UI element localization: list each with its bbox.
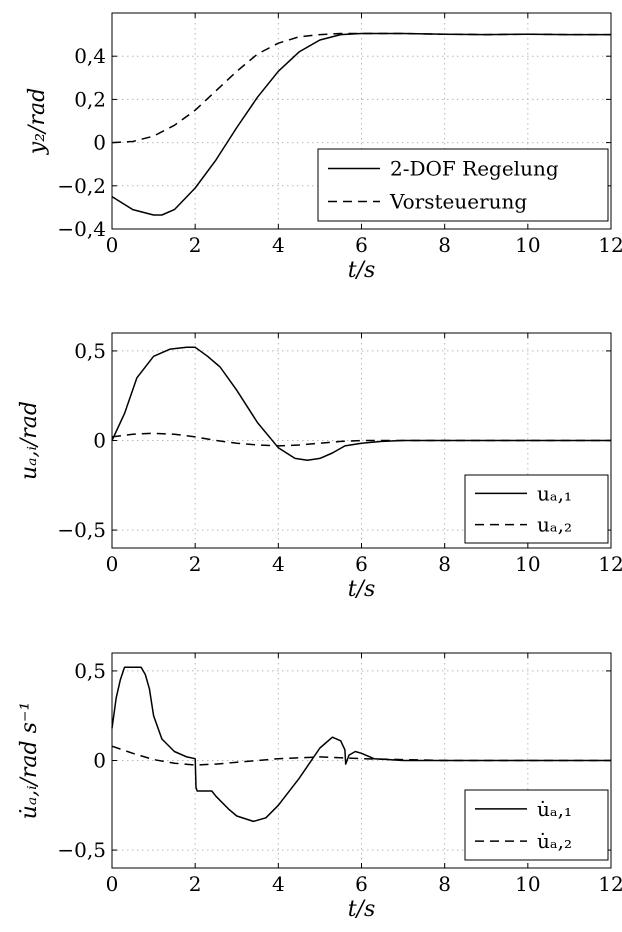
- series-line-1: [111, 32, 611, 216]
- legend-box: [464, 474, 609, 544]
- x-tick-label: 12: [598, 872, 622, 896]
- x-tick-label: 10: [515, 233, 540, 257]
- x-tick-label: 0: [106, 552, 119, 576]
- legend: 2-DOF Regelung Vorsteuerung: [317, 148, 609, 222]
- legend-label: Vorsteuerung: [389, 190, 527, 214]
- y-tick-label: −0,5: [57, 518, 106, 542]
- x-tick-label: 2: [189, 552, 202, 576]
- y-tick-label: 0: [93, 131, 106, 155]
- x-tick-label: 4: [272, 233, 285, 257]
- y-tick-label: 0,4: [74, 44, 106, 68]
- x-tick-label: 0: [106, 233, 119, 257]
- legend-label: u̇ₐ,₁: [537, 797, 572, 821]
- legend-label: 2-DOF Regelung: [390, 156, 559, 180]
- x-tick-label: 4: [272, 872, 285, 896]
- y-tick-label: 0: [93, 749, 106, 773]
- legend-label: u̇ₐ,₂: [537, 829, 572, 853]
- y-tick-label: 0: [93, 429, 106, 453]
- x-tick-label: 0: [106, 872, 119, 896]
- x-axis-label: t/s: [348, 897, 376, 922]
- y-tick-label: −0,2: [57, 174, 106, 198]
- y-tick-label: −0,4: [57, 217, 106, 241]
- legend-label: uₐ,₁: [537, 481, 572, 505]
- legend-label: uₐ,₂: [537, 513, 572, 537]
- y-axis-label: uₐ,ᵢ/rad: [17, 401, 42, 480]
- series-line-2: [111, 745, 611, 766]
- y-tick-label: 0,2: [74, 87, 106, 111]
- y-axis-label: y₂/rad: [25, 88, 50, 155]
- x-tick-label: 12: [598, 552, 622, 576]
- legend: u̇ₐ,₁ u̇ₐ,₂: [464, 789, 609, 861]
- x-tick-label: 2: [189, 233, 202, 257]
- x-tick-label: 10: [515, 552, 540, 576]
- x-axis-label: t/s: [348, 577, 376, 602]
- x-axis-label: t/s: [348, 258, 376, 283]
- y-tick-label: 0,5: [74, 659, 106, 683]
- x-tick-label: 10: [515, 872, 540, 896]
- x-tick-label: 8: [438, 552, 451, 576]
- x-tick-label: 6: [355, 233, 368, 257]
- x-tick-label: 4: [272, 552, 285, 576]
- legend-box: [317, 148, 609, 222]
- x-tick-label: 8: [438, 872, 451, 896]
- series-line-2: [111, 432, 611, 447]
- y-tick-label: −0,5: [57, 838, 106, 862]
- legend: uₐ,₁ uₐ,₂: [464, 474, 609, 544]
- y-tick-label: 0,5: [74, 339, 106, 363]
- series-line-1: [111, 346, 611, 461]
- x-tick-label: 2: [189, 872, 202, 896]
- x-tick-label: 8: [438, 233, 451, 257]
- series-line-1: [111, 666, 611, 823]
- legend-box: [464, 789, 609, 861]
- chart-panel-1: 0 2 4 6 8 10 12 −0,4 −0,2 0 0,2 0,4 t/s y₂/rad 2-DOF R…: [25, 12, 622, 283]
- x-tick-label: 12: [598, 233, 622, 257]
- y-axis-label: u̇ₐ,ᵢ/rad s⁻¹: [17, 702, 42, 820]
- chart-panel-3: 0 2 4 6 8 10 12−0,500,5t/su̇ₐ,ᵢ/rad s⁻¹ u̇ₐ,₁u̇…: [17, 652, 622, 922]
- x-tick-label: 6: [355, 552, 368, 576]
- x-tick-label: 6: [355, 872, 368, 896]
- series-line-2: [111, 32, 611, 144]
